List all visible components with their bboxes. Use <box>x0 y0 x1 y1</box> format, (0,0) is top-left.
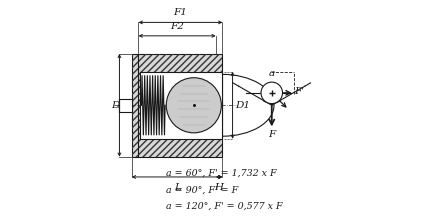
Text: F1: F1 <box>174 8 187 17</box>
Text: F: F <box>268 130 276 139</box>
Text: D: D <box>111 101 119 110</box>
Text: L: L <box>174 183 181 192</box>
Bar <box>140 72 222 139</box>
Text: a = 120°, F' = 0,577 x F: a = 120°, F' = 0,577 x F <box>167 201 283 210</box>
Circle shape <box>261 82 283 104</box>
Circle shape <box>166 78 221 133</box>
Text: H: H <box>215 183 224 192</box>
Text: a: a <box>269 69 275 78</box>
Text: a = 60°, F' = 1,732 x F: a = 60°, F' = 1,732 x F <box>167 169 277 178</box>
Text: F': F' <box>294 87 304 96</box>
Bar <box>132 54 222 157</box>
Text: a = 90°, F' = F: a = 90°, F' = F <box>167 185 239 194</box>
Text: D1: D1 <box>235 101 250 110</box>
Text: N: N <box>117 101 126 110</box>
Text: F2: F2 <box>170 22 184 31</box>
Bar <box>119 99 132 112</box>
Bar <box>132 54 222 157</box>
